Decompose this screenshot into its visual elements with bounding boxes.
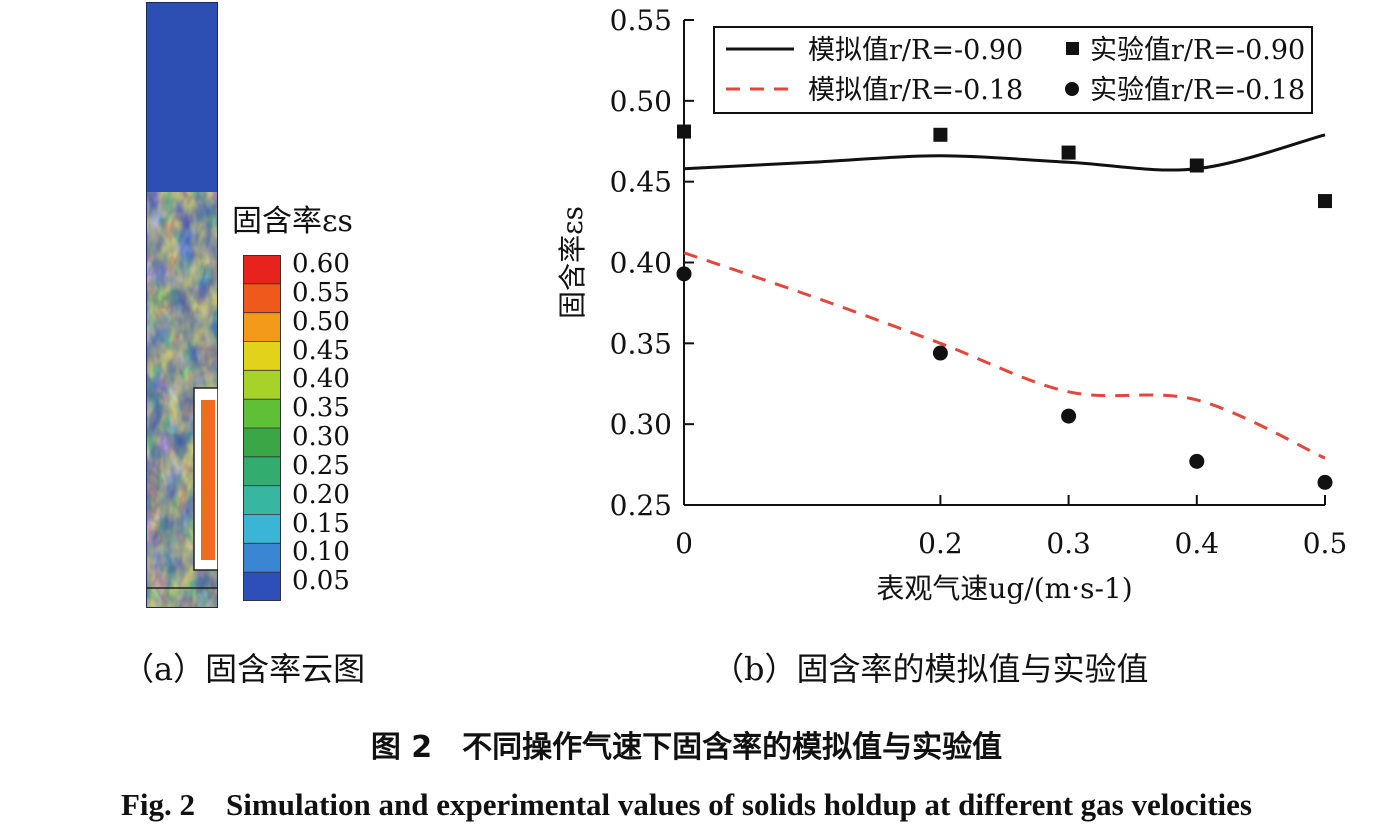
solids-holdup-chart: 0.25 0.30 0.35 0.40 0.45 0.50 0.55 0 0.2 0.3 0.4 0.… — [556, 4, 1348, 605]
legend-label: 实验值r/R=-0.90 — [1090, 35, 1305, 66]
y-tick-label: 0.30 — [610, 408, 672, 441]
data-point-circle — [932, 345, 948, 361]
data-point-square — [1318, 194, 1332, 209]
colorbar-segment — [243, 572, 281, 601]
data-point-circle — [1189, 453, 1205, 469]
colorbar-segment — [243, 255, 281, 285]
y-tick-label: 0.40 — [610, 247, 672, 280]
colorbar-segment — [243, 485, 281, 515]
y-tick-label: 0.35 — [610, 327, 672, 360]
legend-swatch-square — [1066, 42, 1079, 55]
colorbar-tick-label: 0.20 — [292, 479, 350, 510]
data-point-square — [1061, 145, 1076, 160]
series-line-0 — [683, 133, 1326, 172]
x-tick-label: 0.3 — [1046, 527, 1091, 560]
colorbar-tick-label: 0.25 — [292, 450, 350, 481]
colorbar-segment — [243, 312, 281, 342]
x-tick-label: 0.4 — [1175, 527, 1220, 560]
colorbar-tick-label: 0.50 — [292, 306, 350, 337]
figure-caption-cn: 图 2 不同操作气速下固含率的模拟值与实验值 — [370, 730, 1003, 765]
legend-swatch-circle — [1065, 82, 1079, 96]
colorbar-segment — [243, 456, 281, 487]
y-tick-label: 0.50 — [610, 85, 672, 118]
x-tick-label: 0 — [675, 527, 693, 560]
colorbar-tick-label: 0.15 — [292, 508, 350, 539]
colorbar-segment — [243, 514, 281, 544]
legend-label: 模拟值r/R=-0.18 — [808, 75, 1023, 106]
colorbar-tick-label: 0.30 — [292, 422, 350, 452]
data-point-circle — [1061, 408, 1077, 424]
caption-panel-a: （a）固含率云图 — [122, 650, 366, 688]
data-point-square — [933, 127, 948, 142]
colorbar-segment — [243, 341, 281, 371]
y-tick-label: 0.25 — [610, 489, 672, 522]
legend: 模拟值r/R=-0.90 实验值r/R=-0.90 模拟值r/R=-0.18 实验值r… — [713, 26, 1313, 114]
y-tick-label: 0.55 — [610, 4, 672, 37]
data-point-square — [677, 124, 691, 139]
colorbar-tick-label: 0.55 — [292, 277, 350, 308]
data-point-circle — [1317, 474, 1333, 490]
data-point-circle — [676, 266, 692, 282]
colorbar-segment — [243, 399, 281, 429]
colorbar-tick-label: 0.45 — [292, 335, 350, 366]
colorbar — [243, 255, 281, 601]
y-tick-label: 0.45 — [610, 166, 672, 199]
x-axis-label: 表观气速ug/(m·s-1) — [876, 572, 1132, 605]
colorbar-title: 固含率εs — [232, 204, 353, 239]
data-point-square — [1189, 158, 1204, 173]
legend-label: 模拟值r/R=-0.90 — [808, 35, 1023, 66]
colorbar-tick-label: 0.05 — [292, 566, 350, 597]
legend-label: 实验值r/R=-0.18 — [1090, 75, 1305, 106]
colorbar-tick-label: 0.60 — [292, 249, 350, 279]
colorbar-segment — [243, 370, 281, 400]
figure-caption-en: Fig. 2 Simulation and experimental value… — [121, 787, 1252, 822]
x-tick-label: 0.5 — [1303, 527, 1348, 560]
series-line-2 — [683, 251, 1326, 460]
y-axis-label: 固含率εs — [556, 206, 589, 319]
colorbar-segment — [243, 543, 281, 573]
colorbar-segment — [243, 428, 281, 458]
colorbar-tick-label: 0.35 — [292, 393, 350, 424]
colorbar-tick-label: 0.10 — [292, 537, 350, 568]
x-tick-label: 0.2 — [918, 527, 963, 560]
colorbar-tick-label: 0.40 — [292, 364, 350, 395]
solids-holdup-contour — [146, 2, 218, 608]
caption-panel-b: （b）固含率的模拟值与实验值 — [712, 650, 1149, 688]
colorbar-segment — [243, 283, 281, 314]
